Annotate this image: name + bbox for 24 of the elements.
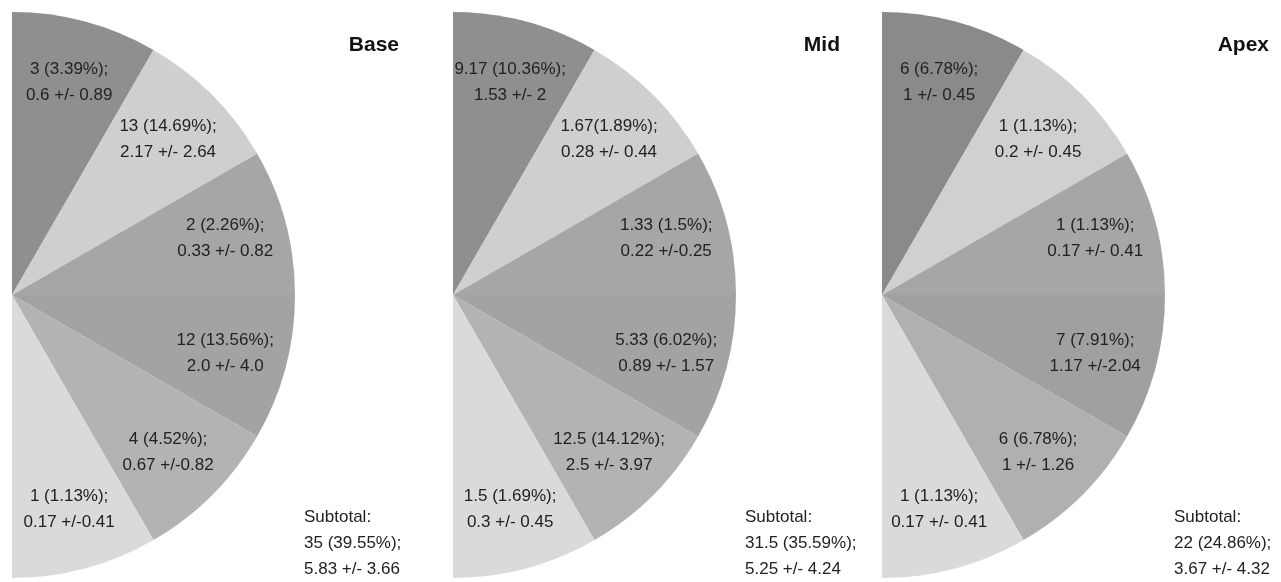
- data-label: 1 (1.13%); 0.2 +/- 0.45: [994, 116, 1082, 162]
- data-label: 12.5 (14.12%); 2.5 +/- 3.97: [553, 428, 665, 474]
- data-label: 6 (6.78%); 1 +/- 0.45: [899, 59, 979, 105]
- data-label: 12 (13.56%); 2.0 +/- 4.0: [176, 329, 274, 375]
- text: Mid: [803, 32, 840, 55]
- data-label: 6 (6.78%); 1 +/- 1.26: [998, 428, 1078, 474]
- data-label: 13 (14.69%); 2.17 +/- 2.64: [119, 116, 217, 162]
- data-label: 1.67(1.89%); 0.28 +/- 0.44: [560, 116, 658, 162]
- data-label: 3 (3.39%); 0.6 +/- 0.89: [25, 59, 113, 105]
- text: Apex: [1217, 32, 1270, 55]
- data-label: 1 (1.13%); 0.17 +/-0.41: [23, 485, 115, 531]
- data-label: 1.33 (1.5%); 0.22 +/-0.25: [619, 215, 713, 261]
- data-label: 7 (7.91%); 1.17 +/-2.04: [1049, 329, 1141, 375]
- data-label: 1 (1.13%); 0.17 +/- 0.41: [1047, 215, 1144, 261]
- text: Subtotal: 31.5 (35.59%); 5.25 +/- 4.24: [745, 506, 857, 578]
- data-label: 1.5 (1.69%); 0.3 +/- 0.45: [463, 485, 557, 531]
- text: Base: [348, 32, 399, 55]
- data-label: 1 (1.13%); 0.17 +/- 0.41: [891, 485, 988, 531]
- text: Subtotal: 22 (24.86%); 3.67 +/- 4.32: [1174, 506, 1272, 578]
- data-label: 9.17 (10.36%); 1.53 +/- 2: [454, 59, 566, 105]
- data-label: 4 (4.52%); 0.67 +/-0.82: [122, 428, 214, 474]
- data-label: 5.33 (6.02%); 0.89 +/- 1.57: [615, 329, 718, 375]
- text: Subtotal: 35 (39.55%); 5.83 +/- 3.66: [304, 506, 402, 578]
- data-label: 2 (2.26%); 0.33 +/- 0.82: [177, 215, 274, 261]
